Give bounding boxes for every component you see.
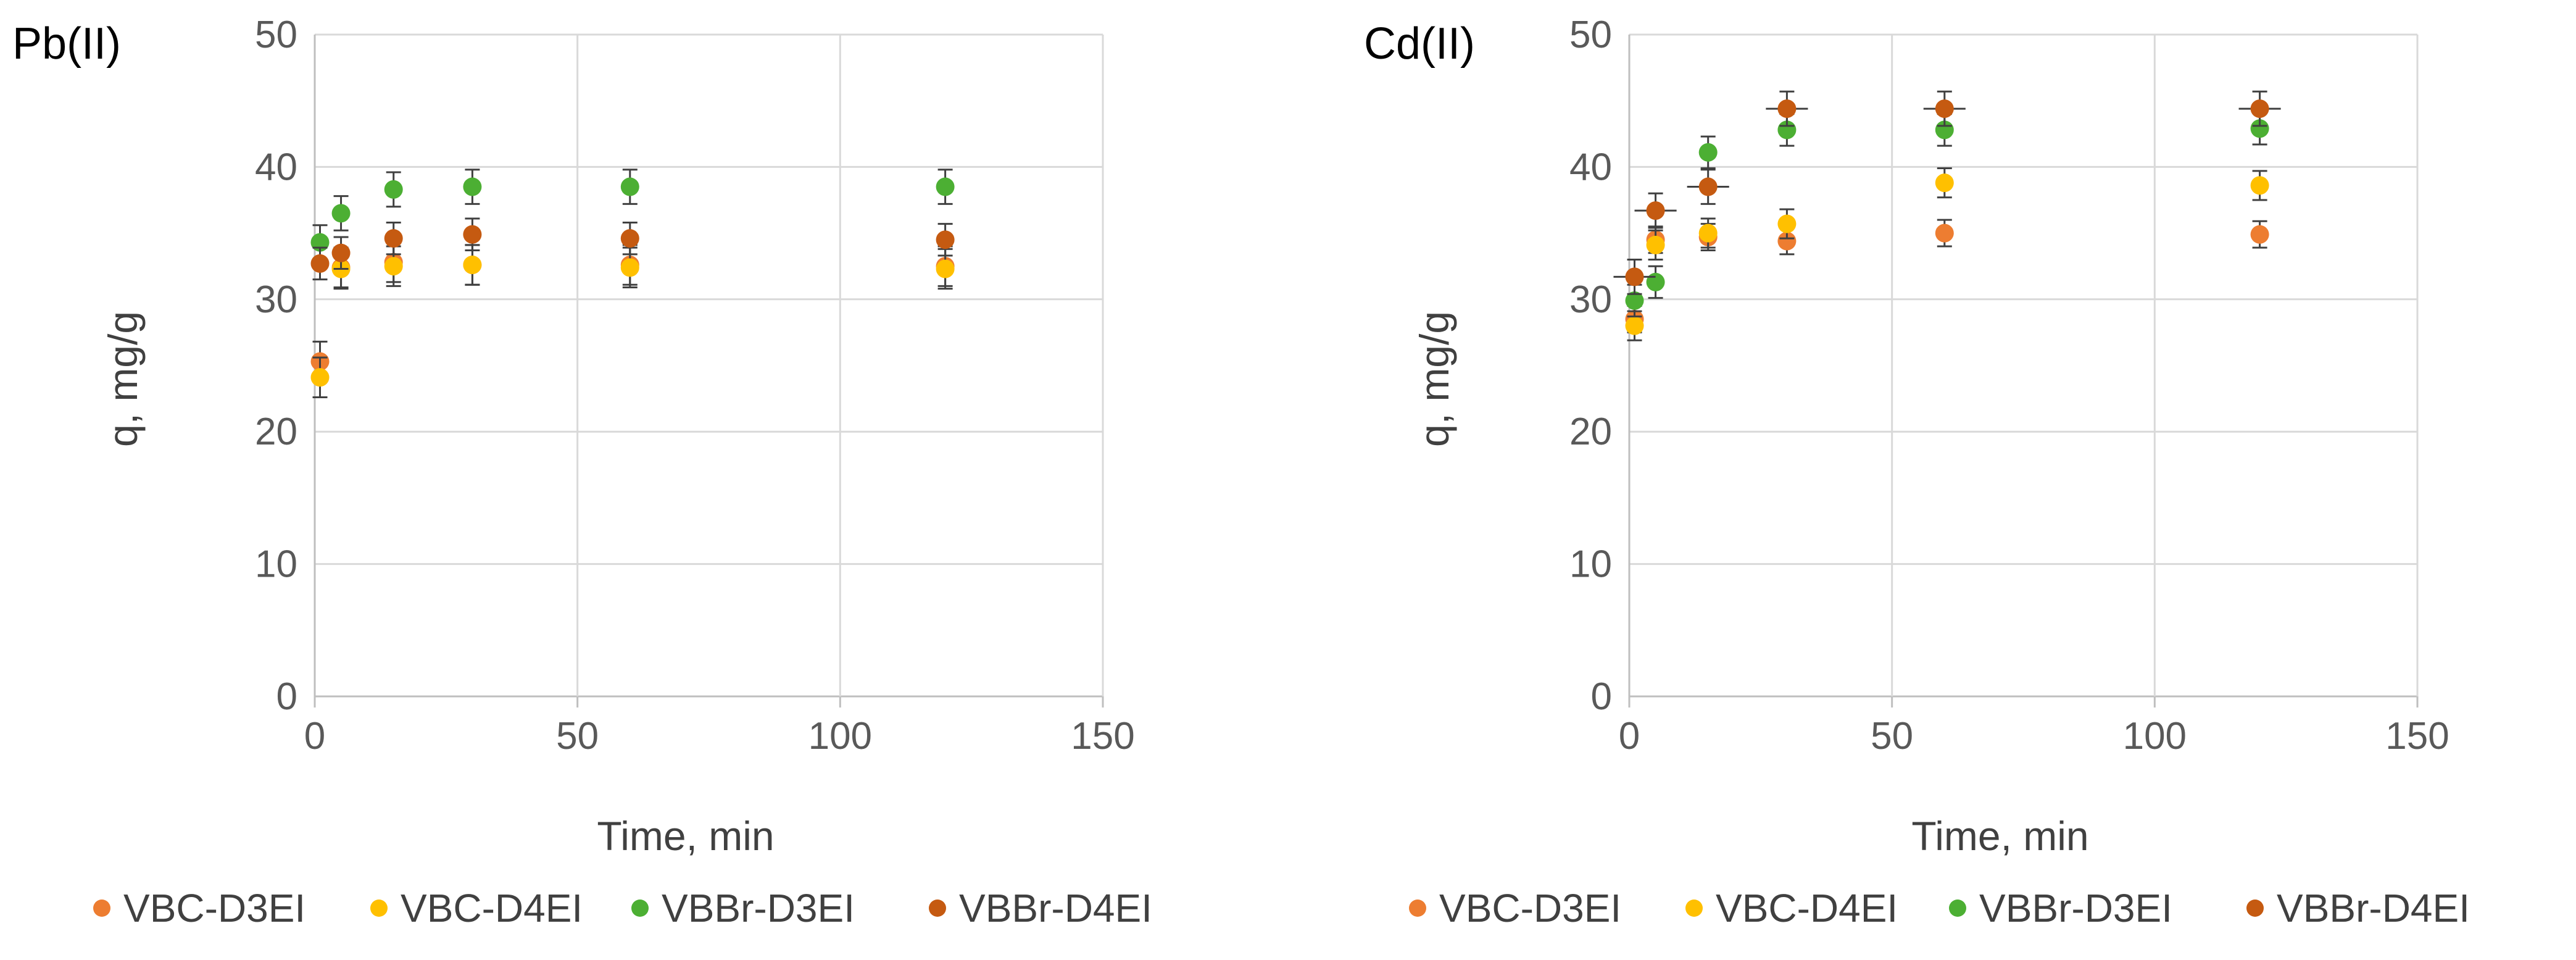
pb-x-tick-label: 150: [1071, 715, 1134, 758]
pb-x-tick-label: 0: [304, 715, 325, 758]
cd-legend-label: VBC-D4EI: [1716, 886, 1898, 930]
pb-data-point: [310, 368, 330, 387]
cd-data-point: [1935, 99, 1954, 119]
cd-chart-panel: Cd(II) 0 10 20 30 40 50 0 50 100 150 q, mg/g Tim…: [1364, 14, 2470, 930]
pb-y-tick-label: 20: [255, 411, 297, 453]
cd-y-tick-label: 50: [1569, 14, 1612, 56]
cd-legend-label: VBBr-D3EI: [1979, 886, 2172, 930]
pb-legend-marker: [93, 899, 110, 917]
cd-y-tick-label: 40: [1569, 146, 1612, 188]
pb-data-point: [384, 229, 403, 248]
pb-legend: VBC-D3EI VBC-D4EI VBBr-D3EI VBBr-D4EI: [93, 886, 1152, 930]
pb-legend-marker: [929, 899, 946, 917]
cd-data-point: [2250, 119, 2269, 138]
cd-series-1: [1625, 167, 2269, 341]
cd-data-marks: [1613, 90, 2281, 341]
pb-data-point: [620, 177, 639, 196]
cd-x-tick-label: 0: [1619, 715, 1640, 758]
cd-data-point: [1777, 99, 1797, 119]
cd-legend-marker: [1949, 899, 1966, 917]
cd-series-0: [1625, 219, 2269, 333]
pb-y-tick-label: 30: [255, 278, 297, 321]
pb-legend-label: VBC-D3EI: [123, 886, 305, 930]
pb-legend-label: VBC-D4EI: [401, 886, 583, 930]
cd-data-point: [1777, 214, 1797, 233]
pb-y-tick-label: 10: [255, 543, 297, 586]
pb-data-point: [936, 230, 955, 249]
cd-data-point: [2250, 99, 2269, 119]
cd-x-tick-label: 150: [2385, 715, 2449, 758]
pb-data-point: [310, 254, 330, 273]
cd-data-point: [1646, 201, 1665, 220]
cd-series-3: [1613, 90, 2281, 295]
pb-data-point: [620, 229, 639, 248]
pb-x-ticks: 0 50 100 150: [304, 715, 1135, 758]
pb-series-3: [310, 217, 955, 281]
cd-data-point: [1646, 235, 1665, 254]
cd-legend: VBC-D3EI VBC-D4EI VBBr-D3EI VBBr-D4EI: [1409, 886, 2470, 930]
cd-y-tick-label: 10: [1569, 543, 1612, 586]
cd-data-point: [1625, 316, 1644, 335]
pb-series-1: [310, 244, 955, 398]
pb-chart-panel: Pb(II) 0 10 20 30 40 50 0 50 100 150 q, mg/g Tim…: [12, 14, 1152, 930]
cd-y-tick-label: 0: [1591, 675, 1612, 718]
pb-data-point: [936, 177, 955, 196]
pb-data-marks: [310, 169, 955, 398]
pb-data-point: [936, 259, 955, 278]
cd-legend-label: VBC-D3EI: [1439, 886, 1621, 930]
cd-grid: [1628, 33, 2419, 707]
cd-y-tick-label: 30: [1569, 278, 1612, 321]
pb-x-tick-label: 100: [808, 715, 872, 758]
pb-data-point: [463, 225, 482, 244]
pb-legend-label: VBBr-D3EI: [662, 886, 855, 930]
cd-legend-marker: [1409, 899, 1426, 917]
pb-y-tick-label: 0: [276, 675, 297, 718]
pb-y-ticks: 0 10 20 30 40 50: [255, 14, 297, 718]
cd-data-point: [1625, 267, 1644, 286]
cd-legend-marker: [2246, 899, 2264, 917]
cd-data-point: [1698, 177, 1718, 196]
pb-y-tick-label: 50: [255, 14, 297, 56]
pb-x-tick-label: 50: [556, 715, 599, 758]
cd-data-point: [2250, 176, 2269, 195]
pb-legend-marker: [631, 899, 649, 917]
cd-x-axis-title: Time, min: [1911, 813, 2088, 859]
cd-data-point: [1777, 232, 1797, 251]
cd-x-tick-label: 100: [2123, 715, 2187, 758]
pb-grid: [314, 33, 1104, 707]
pb-legend-marker: [370, 899, 388, 917]
pb-legend-label: VBBr-D4EI: [959, 886, 1152, 930]
pb-data-point: [463, 256, 482, 275]
cd-data-point: [1646, 272, 1665, 291]
pb-x-axis-title: Time, min: [597, 813, 774, 859]
cd-data-point: [1625, 291, 1644, 310]
cd-x-ticks: 0 50 100 150: [1619, 715, 2449, 758]
pb-data-point: [331, 204, 351, 223]
pb-y-axis-title: q, mg/g: [100, 311, 146, 447]
cd-data-point: [1698, 143, 1718, 162]
pb-data-point: [463, 177, 482, 196]
cd-legend-label: VBBr-D4EI: [2277, 886, 2470, 930]
pb-data-point: [384, 257, 403, 276]
cd-data-point: [1935, 173, 1954, 193]
cd-legend-marker: [1685, 899, 1703, 917]
pb-data-point: [384, 180, 403, 199]
cd-y-axis-title: q, mg/g: [1411, 311, 1457, 447]
pb-y-tick-label: 40: [255, 146, 297, 188]
cd-x-tick-label: 50: [1871, 715, 1913, 758]
cd-data-point: [1698, 223, 1718, 243]
cd-y-tick-label: 20: [1569, 411, 1612, 453]
cd-panel-title: Cd(II): [1364, 19, 1475, 69]
cd-series-2: [1625, 111, 2269, 318]
pb-data-point: [331, 243, 351, 262]
pb-panel-title: Pb(II): [12, 19, 121, 69]
pb-data-point: [620, 258, 639, 277]
cd-y-ticks: 0 10 20 30 40 50: [1569, 14, 1612, 718]
cd-data-point: [1935, 223, 1954, 243]
cd-data-point: [2250, 225, 2269, 244]
